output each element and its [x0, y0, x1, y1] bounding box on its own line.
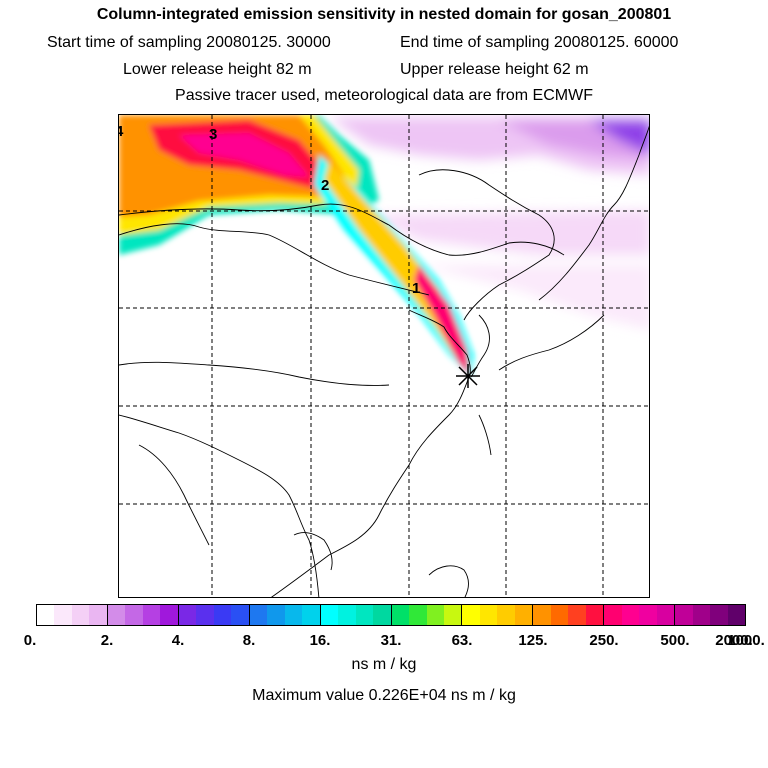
color-bin-0	[37, 605, 108, 625]
color-swatch-0-0	[37, 605, 55, 625]
map-canvas	[119, 115, 649, 597]
tick-label-8: 250.	[589, 632, 619, 649]
color-bin-1	[107, 605, 179, 625]
color-swatch-4-2	[355, 605, 374, 625]
color-swatch-1-3	[160, 605, 178, 625]
tick-label-10: 1000.	[727, 632, 765, 649]
tick-label-9: 500.	[660, 632, 690, 649]
color-swatch-3-1	[267, 605, 285, 625]
color-swatch-2-1	[196, 605, 214, 625]
color-scale-bar	[36, 604, 746, 626]
color-swatch-3-0	[249, 605, 268, 625]
receptor-marker	[456, 364, 480, 388]
lower-height-label: Lower release height 82 m	[123, 61, 312, 78]
start-time-label: Start time of sampling 20080125. 30000	[47, 34, 331, 51]
track-label-4: 4	[119, 123, 123, 140]
color-swatch-3-2	[284, 605, 303, 625]
color-bin-3	[249, 605, 321, 625]
color-bin-6	[462, 605, 534, 625]
sensitivity-map: 4 3 2 1	[118, 114, 650, 598]
color-swatch-1-2	[142, 605, 161, 625]
color-bin-2	[178, 605, 250, 625]
coastlines	[119, 125, 649, 597]
color-swatch-6-2	[497, 605, 515, 625]
tick-label-7: 125.	[518, 632, 548, 649]
color-swatch-4-1	[338, 605, 356, 625]
color-swatch-8-0	[604, 605, 622, 625]
color-swatch-7-1	[550, 605, 569, 625]
tick-label-1: 2.	[100, 632, 114, 649]
color-swatch-2-3	[231, 605, 249, 625]
color-bin-8	[604, 605, 676, 625]
color-swatch-2-2	[213, 605, 232, 625]
color-swatch-9-0	[675, 605, 693, 625]
tick-label-5: 31.	[380, 632, 402, 649]
color-swatch-1-1	[125, 605, 143, 625]
max-value-label: Maximum value 0.226E+04 ns m / kg	[252, 687, 516, 704]
track-label-2: 2	[321, 177, 330, 194]
tracer-info-label: Passive tracer used, meteorological data…	[175, 87, 593, 104]
track-label-3: 3	[209, 126, 218, 143]
color-swatch-9-1	[692, 605, 711, 625]
color-swatch-1-0	[107, 605, 126, 625]
color-swatch-0-3	[89, 605, 107, 625]
color-swatch-4-0	[320, 605, 339, 625]
color-bin-7	[533, 605, 605, 625]
sensitivity-low-band	[329, 117, 649, 330]
color-swatch-8-3	[656, 605, 675, 625]
color-swatch-9-3	[727, 605, 746, 625]
color-swatch-2-0	[178, 605, 197, 625]
color-swatch-7-0	[533, 605, 551, 625]
color-swatch-8-1	[621, 605, 640, 625]
color-swatch-0-1	[54, 605, 72, 625]
tick-label-11: 2000.	[715, 632, 753, 649]
units-label: ns m / kg	[351, 656, 417, 673]
color-swatch-5-1	[409, 605, 427, 625]
color-swatch-6-3	[514, 605, 533, 625]
color-swatch-7-2	[568, 605, 586, 625]
tick-label-0: 0.	[23, 632, 37, 649]
upper-height-label: Upper release height 62 m	[400, 61, 589, 78]
tick-label-2: 4.	[171, 632, 185, 649]
color-swatch-4-3	[373, 605, 391, 625]
plot-title: Column-integrated emission sensitivity i…	[96, 6, 672, 23]
color-swatch-7-3	[585, 605, 604, 625]
track-label-1: 1	[412, 280, 421, 297]
end-time-label: End time of sampling 20080125. 60000	[400, 34, 679, 51]
tick-label-4: 16.	[309, 632, 331, 649]
color-swatch-6-1	[479, 605, 498, 625]
color-swatch-8-2	[639, 605, 657, 625]
tick-label-6: 63.	[451, 632, 473, 649]
color-swatch-5-2	[426, 605, 444, 625]
color-swatch-5-0	[391, 605, 410, 625]
color-swatch-3-3	[302, 605, 320, 625]
tick-label-3: 8.	[242, 632, 256, 649]
color-bin-5	[391, 605, 463, 625]
color-swatch-0-2	[71, 605, 90, 625]
color-swatch-9-2	[710, 605, 728, 625]
color-bin-4	[320, 605, 392, 625]
color-bin-9	[675, 605, 746, 625]
color-swatch-5-3	[443, 605, 462, 625]
color-swatch-6-0	[462, 605, 480, 625]
